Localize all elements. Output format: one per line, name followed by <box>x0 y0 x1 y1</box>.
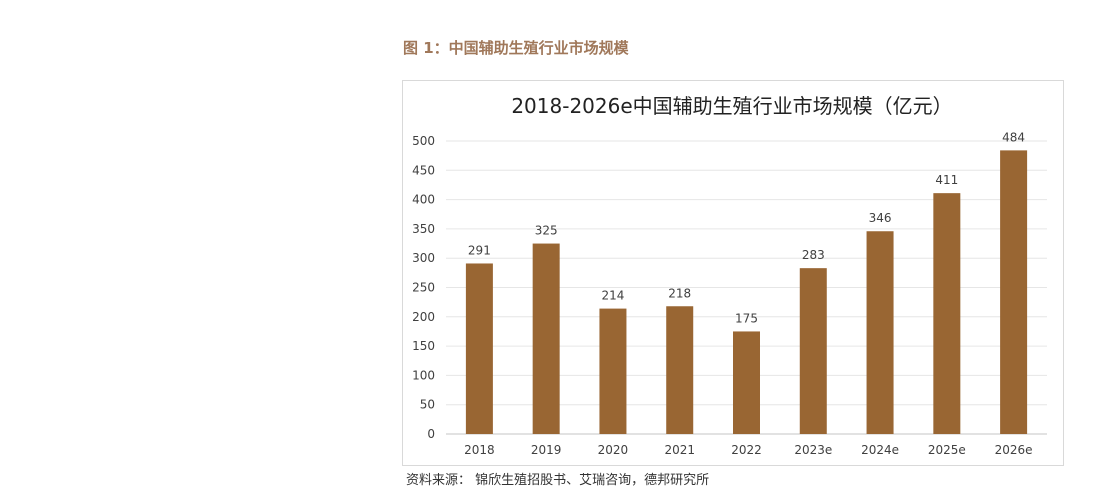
data-label: 218 <box>668 286 691 300</box>
y-tick-label: 400 <box>412 193 435 207</box>
y-tick-label: 0 <box>427 427 435 441</box>
bar <box>866 231 894 434</box>
y-tick-label: 200 <box>412 310 435 324</box>
bar <box>733 331 760 434</box>
x-tick-label: 2022 <box>731 443 762 457</box>
x-tick-label: 2025e <box>928 443 966 457</box>
x-tick-label: 2020 <box>598 443 629 457</box>
x-tick-label: 2026e <box>995 443 1033 457</box>
data-label: 484 <box>1002 130 1025 144</box>
bar <box>799 268 827 434</box>
x-tick-label: 2018 <box>464 443 495 457</box>
y-tick-label: 50 <box>420 398 435 412</box>
x-tick-label: 2019 <box>531 443 562 457</box>
y-tick-label: 300 <box>412 251 435 265</box>
chart-title: 2018-2026e中国辅助生殖行业市场规模（亿元） <box>511 94 952 118</box>
y-tick-label: 150 <box>412 339 435 353</box>
y-tick-label: 500 <box>412 134 435 148</box>
x-tick-label: 2023e <box>794 443 832 457</box>
figure-caption: 图 1：中国辅助生殖行业市场规模 <box>403 39 629 57</box>
chart-frame <box>402 80 1064 466</box>
data-label: 346 <box>869 211 892 225</box>
data-label: 214 <box>601 289 624 303</box>
bar <box>599 308 627 434</box>
bar <box>666 306 694 434</box>
y-tick-label: 350 <box>412 222 435 236</box>
bar <box>933 193 961 434</box>
x-tick-label: 2024e <box>861 443 899 457</box>
bar <box>465 263 493 434</box>
bar <box>532 243 560 434</box>
x-tick-label: 2021 <box>664 443 695 457</box>
data-label: 291 <box>468 243 491 257</box>
data-label: 175 <box>735 311 758 325</box>
y-tick-label: 100 <box>412 368 435 382</box>
bar <box>1000 150 1028 434</box>
y-tick-label: 250 <box>412 281 435 295</box>
data-label: 411 <box>935 173 958 187</box>
y-tick-label: 450 <box>412 163 435 177</box>
data-label: 325 <box>535 224 558 238</box>
data-label: 283 <box>802 248 825 262</box>
source-note: 资料来源： 锦欣生殖招股书、艾瑞咨询，德邦研究所 <box>406 473 710 488</box>
